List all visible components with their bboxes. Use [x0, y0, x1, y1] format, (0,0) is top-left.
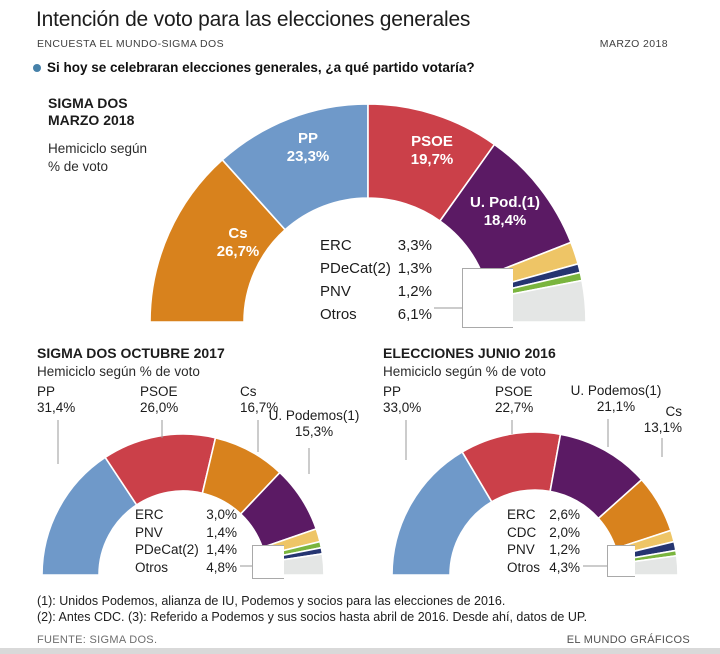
- legend-value-jun-3: 4,3%: [549, 559, 580, 575]
- legend-value-oct-3: 4,8%: [206, 559, 237, 575]
- party-label-jun-0: PP 33,0%: [383, 384, 422, 415]
- bottom-bar: [0, 648, 720, 654]
- legend-label-main-1: PDeCat(2): [320, 260, 391, 277]
- callout-box-jun: [607, 545, 635, 577]
- legend-value-jun-1: 2,0%: [549, 524, 580, 540]
- legend-label-jun-1: CDC: [507, 524, 537, 540]
- legend-value-main-2: 1,2%: [397, 283, 432, 300]
- party-label-oct-0: PP 31,4%: [37, 384, 76, 415]
- credit-text: EL MUNDO GRÁFICOS: [566, 634, 690, 646]
- legend-value-oct-1: 1,4%: [206, 524, 237, 540]
- legend-value-main-1: 1,3%: [397, 260, 432, 277]
- main-chart-subtitle-line1: Hemiciclo según: [48, 141, 148, 156]
- legend-label-main-3: Otros: [320, 306, 357, 323]
- legend-label-oct-3: Otros: [135, 559, 169, 575]
- legend-label-oct-1: PNV: [135, 524, 163, 540]
- legend-value-oct-0: 3,0%: [206, 507, 237, 522]
- legend-value-jun-0: 2,6%: [549, 507, 580, 522]
- main-chart-title-line2: MARZO 2018: [48, 112, 135, 128]
- legend-label-jun-3: Otros: [507, 559, 541, 575]
- jun-chart-title: ELECCIONES JUNIO 2016: [383, 345, 556, 361]
- main-chart-title-line1: SIGMA DOS: [48, 95, 128, 111]
- legend-label-main-2: PNV: [320, 283, 351, 300]
- main-chart-subtitle-line2: % de voto: [48, 159, 109, 174]
- page-date: MARZO 2018: [599, 38, 668, 50]
- party-label-oct-1: PSOE 26,0%: [140, 384, 179, 415]
- legend-value-oct-2: 1,4%: [206, 542, 237, 557]
- party-label-oct-2: Cs 16,7%: [240, 384, 279, 415]
- legend-label-oct-0: ERC: [135, 507, 164, 522]
- bullet-icon: [33, 63, 41, 72]
- legend-label-oct-2: PDeCat(2): [135, 542, 199, 557]
- legend-value-jun-2: 1,2%: [549, 542, 580, 557]
- callout-box-main: [462, 268, 513, 328]
- slice-label-main-2: PSOE 19,7%: [410, 133, 454, 168]
- party-label-jun-3: Cs 13,1%: [643, 404, 682, 435]
- source-text: FUENTE: SIGMA DOS.: [37, 634, 158, 646]
- callout-box-oct: [252, 545, 284, 579]
- footnote-1: (1): Unidos Podemos, alianza de IU, Pode…: [37, 594, 506, 608]
- page-subtitle: ENCUESTA EL MUNDO-SIGMA DOS: [37, 38, 224, 50]
- oct-chart-subtitle: Hemiciclo según % de voto: [37, 364, 200, 379]
- page-title: Intención de voto para las elecciones ge…: [36, 8, 471, 31]
- party-label-jun-1: PSOE 22,7%: [495, 384, 534, 415]
- legend-label-main-0: ERC: [320, 237, 352, 254]
- party-label-jun-2: U. Podemos(1) 21,1%: [570, 383, 662, 414]
- jun-chart-subtitle: Hemiciclo según % de voto: [383, 364, 546, 379]
- party-label-oct-3: U. Podemos(1) 15,3%: [268, 408, 360, 439]
- legend-value-main-0: 3,3%: [397, 237, 432, 254]
- slice-label-main-0: Cs 26,7%: [216, 225, 260, 260]
- oct-chart-title: SIGMA DOS OCTUBRE 2017: [37, 345, 225, 361]
- slice-label-main-1: PP 23,3%: [286, 130, 330, 165]
- legend-label-jun-0: ERC: [507, 507, 536, 522]
- question-text: Si hoy se celebraran elecciones generale…: [47, 60, 475, 75]
- slice-label-main-3: U. Pod.(1) 18,4%: [470, 194, 540, 229]
- question-row: Si hoy se celebraran elecciones generale…: [33, 60, 475, 75]
- legend-label-jun-2: PNV: [507, 542, 535, 557]
- footnote-2: (2): Antes CDC. (3): Referido a Podemos …: [37, 610, 588, 624]
- legend-value-main-3: 6,1%: [397, 306, 432, 323]
